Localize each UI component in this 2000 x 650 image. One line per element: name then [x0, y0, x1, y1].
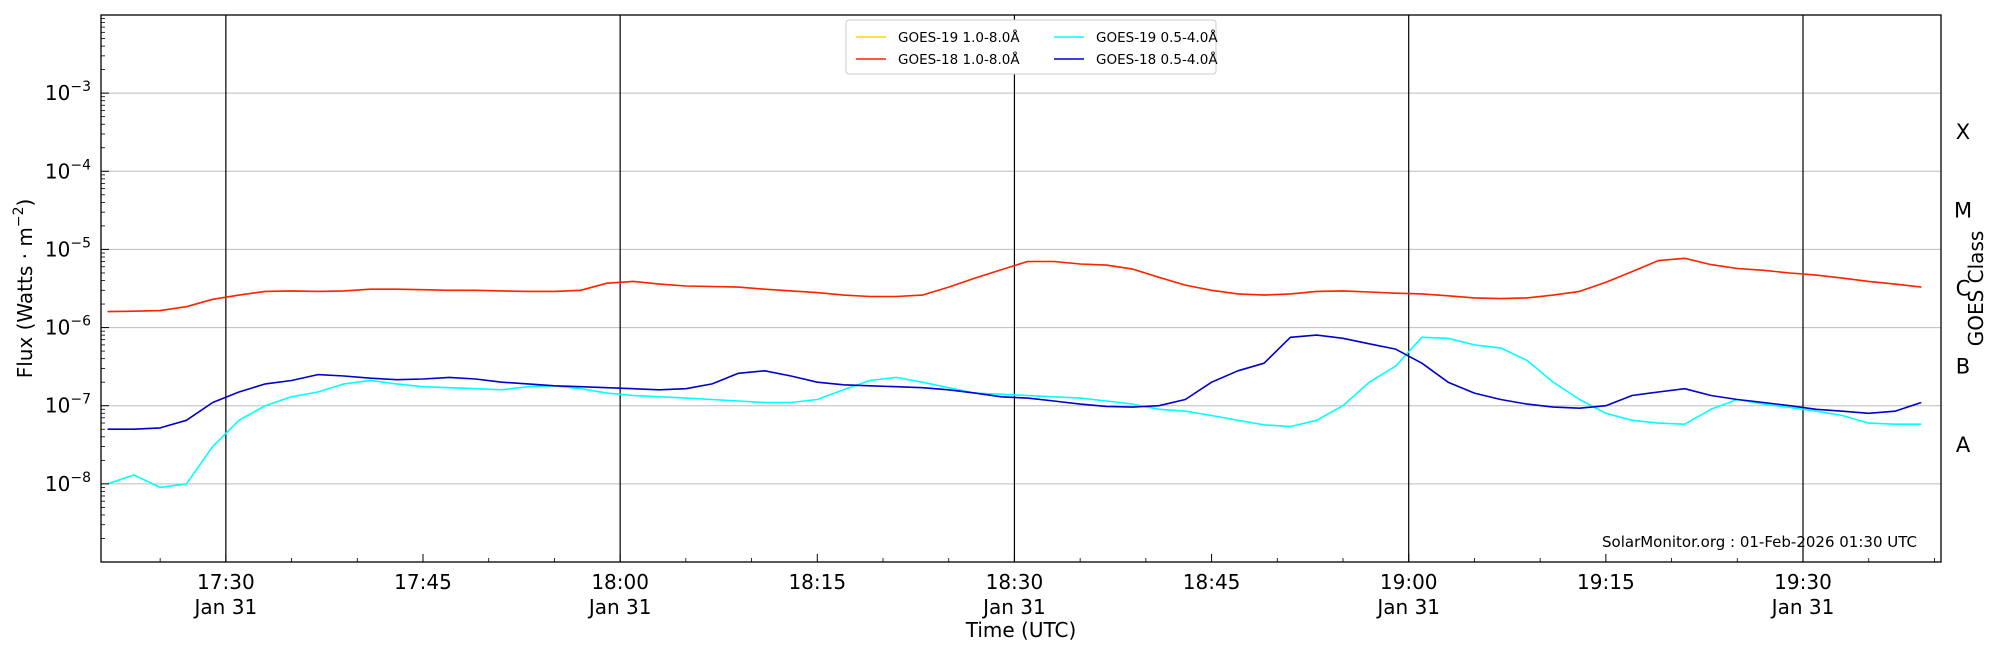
x-tick-date-label: Jan 31: [1375, 595, 1440, 619]
series-line-3: [107, 334, 1922, 431]
y-tick-base: 10: [45, 81, 70, 105]
y-tick-base: 10: [45, 472, 70, 496]
y-axis-title-close: ): [13, 199, 37, 207]
y-tick-exponent: −7: [70, 392, 91, 408]
y-axis-title-exponent: −2: [11, 207, 27, 228]
y-tick-base: 10: [45, 316, 70, 340]
right-axis-title: GOES Class: [1964, 231, 1988, 347]
y-tick-label: 10−6: [45, 314, 91, 340]
credit-text: SolarMonitor.org : 01-Feb-2026 01:30 UTC: [1602, 533, 1917, 551]
x-tick-time-label: 19:00: [1380, 570, 1438, 594]
plot-frame: [100, 14, 1942, 563]
x-tick-date-label: Jan 31: [587, 595, 652, 619]
y-tick-exponent: −8: [70, 470, 91, 486]
legend: GOES-19 1.0-8.0Å GOES-18 1.0-8.0Å GOES-19 …: [845, 19, 1218, 75]
series-line-1: [107, 257, 1922, 313]
legend-label: GOES-18 0.5-4.0Å: [1096, 51, 1218, 68]
x-tick-time-label: 19:15: [1577, 570, 1635, 594]
x-tick-time-label: 18:00: [591, 570, 649, 594]
y-tick-label: 10−8: [45, 470, 91, 496]
goes-class-label: M: [1954, 198, 1972, 222]
goes-class-label: X: [1956, 120, 1970, 144]
x-tick-time-label: 18:30: [986, 570, 1044, 594]
y-tick-exponent: −3: [70, 79, 91, 95]
y-tick-base: 10: [45, 159, 70, 183]
data-series: [107, 257, 1922, 489]
y-tick-exponent: −6: [70, 314, 91, 330]
goes-class-label: C: [1956, 277, 1971, 301]
gridlines: [101, 92, 1941, 485]
x-tick-time-label: 18:45: [1183, 570, 1241, 594]
x-tick-date-label: Jan 31: [193, 595, 258, 619]
x-tick-time-label: 17:30: [197, 570, 255, 594]
goes-class-label: A: [1956, 433, 1971, 457]
legend-label: GOES-19 0.5-4.0Å: [1096, 29, 1218, 46]
x-tick-time-label: 17:45: [394, 570, 452, 594]
legend-box: [845, 19, 1217, 75]
goes-class-labels: A B C M X: [1954, 120, 1972, 457]
y-tick-label: 10−5: [45, 235, 91, 261]
y-tick-exponent: −4: [70, 157, 91, 173]
x-axis-title: Time (UTC): [965, 618, 1077, 642]
y-tick-exponent: −5: [70, 235, 91, 251]
y-tick-base: 10: [45, 237, 70, 261]
y-tick-label: 10−3: [45, 79, 91, 105]
y-axis-title-main: Flux (Watts · m: [13, 227, 37, 378]
legend-label: GOES-19 1.0-8.0Å: [898, 29, 1020, 46]
y-axis-title: Flux (Watts · m−2): [11, 199, 37, 379]
goes-class-label: B: [1956, 355, 1970, 379]
y-tick-label: 10−7: [45, 392, 91, 418]
day-time-markers: [225, 15, 1804, 562]
y-tick-base: 10: [45, 394, 70, 418]
x-tick-time-label: 19:30: [1774, 570, 1832, 594]
legend-label: GOES-18 1.0-8.0Å: [898, 51, 1020, 68]
x-tick-date-label: Jan 31: [1770, 595, 1835, 619]
x-tick-time-label: 18:15: [788, 570, 846, 594]
x-tick-date-label: Jan 31: [981, 595, 1046, 619]
series-line-2: [107, 336, 1922, 489]
y-tick-label: 10−4: [45, 157, 91, 183]
